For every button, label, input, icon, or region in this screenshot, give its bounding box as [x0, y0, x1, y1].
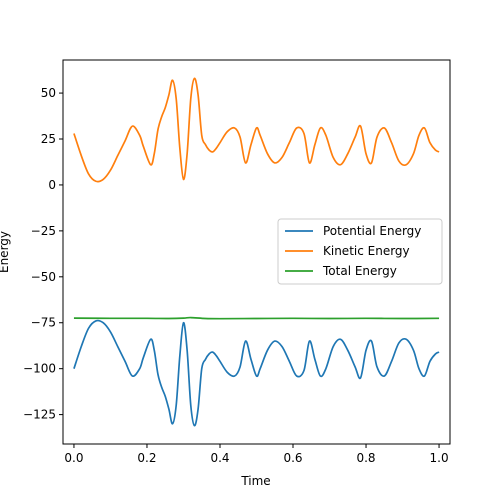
- y-tick-label: 25: [41, 132, 56, 146]
- plot-frame: [62, 59, 451, 445]
- series-line-potential-energy: [73, 319, 440, 427]
- y-tick-label: −50: [31, 270, 56, 284]
- plot-lines: [73, 77, 440, 427]
- x-tick-label: 0.8: [356, 451, 375, 465]
- y-tick-label: 0: [48, 178, 56, 192]
- x-axis-label: Time: [240, 474, 270, 488]
- x-tick-label: 0.6: [283, 451, 302, 465]
- y-tick-label: −25: [31, 224, 56, 238]
- legend-label-potential-energy: Potential Energy: [323, 224, 421, 238]
- y-tick-label: −75: [31, 316, 56, 330]
- x-tick-label: 0.2: [137, 451, 156, 465]
- y-tick-label: −100: [23, 362, 56, 376]
- x-tick-label: 1.0: [430, 451, 449, 465]
- x-tick-label: 0.4: [210, 451, 229, 465]
- legend: Potential Energy Kinetic Energy Total En…: [277, 218, 443, 285]
- y-tick-label: 50: [41, 86, 56, 100]
- x-tick-label: 0.0: [64, 451, 83, 465]
- y-tick-label: −125: [23, 408, 56, 422]
- series-line-kinetic-energy: [73, 77, 440, 183]
- y-axis-label: Energy: [0, 231, 11, 273]
- legend-label-kinetic-energy: Kinetic Energy: [323, 244, 410, 258]
- y-axis: 50 25 0 −25 −50 −75 −100 −125: [23, 86, 63, 422]
- legend-box: [277, 218, 443, 285]
- x-axis: 0.0 0.2 0.4 0.6 0.8 1.0: [64, 444, 449, 465]
- series-line-total-energy: [73, 316, 440, 320]
- legend-label-total-energy: Total Energy: [322, 264, 397, 278]
